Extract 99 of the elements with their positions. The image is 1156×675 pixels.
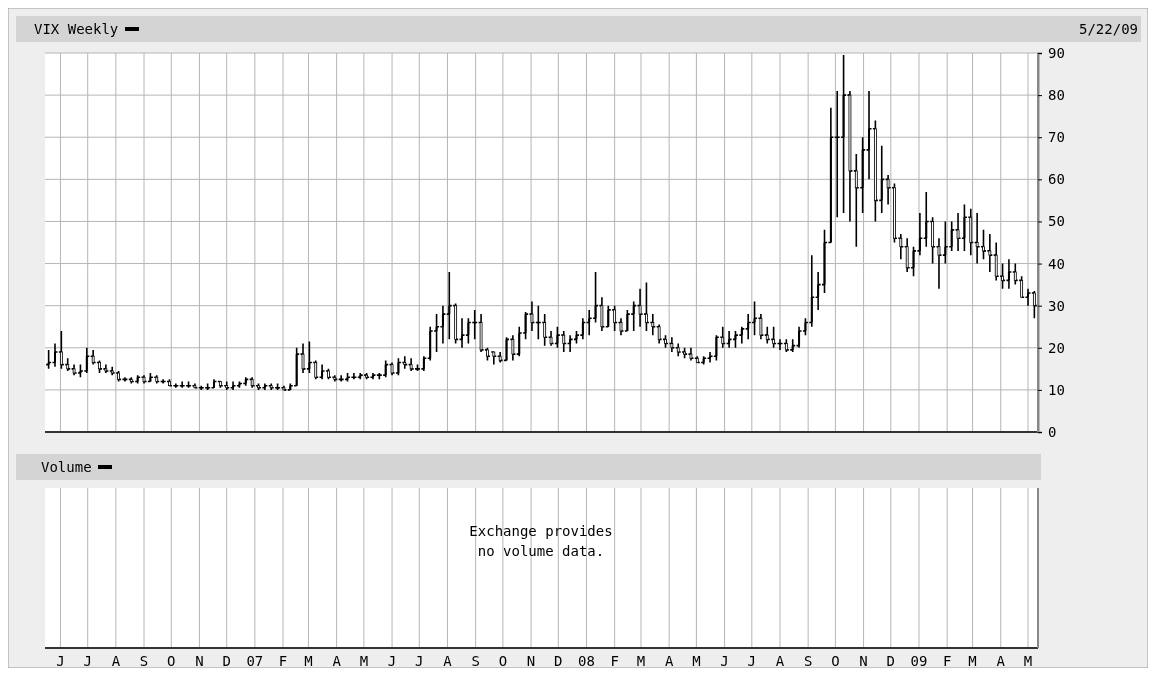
x-tick-label: O — [498, 653, 508, 669]
x-tick-label: F — [610, 653, 619, 669]
x-tick-label: F — [942, 653, 952, 669]
candlestick — [110, 365, 114, 376]
candlestick — [721, 325, 725, 349]
candlestick — [1020, 275, 1024, 299]
x-tick-label: A — [664, 653, 674, 669]
x-tick-label: A — [775, 653, 785, 669]
candlestick — [492, 351, 496, 366]
candlestick — [155, 374, 159, 385]
x-tick-label: 09 — [910, 653, 928, 669]
candlestick — [994, 241, 998, 282]
y2-tick-label: 70 — [1048, 129, 1065, 146]
candlestick — [651, 313, 655, 336]
candlestick — [670, 336, 674, 353]
candlestick — [899, 233, 903, 261]
y2-tick-label: 30 — [1048, 297, 1065, 314]
x-tick-label: J — [415, 653, 424, 669]
candlestick — [91, 349, 95, 366]
x-tick-label: N — [195, 653, 204, 669]
x-tick-label: S — [139, 653, 149, 669]
x-tick-label: M — [1023, 653, 1033, 669]
x-tick-label: J — [56, 653, 65, 669]
x-tick-label: A — [443, 653, 453, 669]
candlestick — [498, 351, 502, 364]
candlestick — [403, 355, 407, 370]
candlestick — [619, 317, 623, 336]
candlestick — [905, 237, 909, 273]
candlestick — [886, 174, 890, 206]
x-tick-label: D — [222, 653, 231, 669]
x-tick-label: F — [278, 653, 288, 669]
candlestick — [562, 330, 566, 353]
x-tick-label: J — [83, 653, 92, 669]
x-tick-label: N — [859, 653, 868, 669]
x-tick-label: D — [886, 653, 896, 669]
candlestick — [600, 296, 604, 332]
candlestick — [390, 361, 394, 376]
candlestick — [676, 342, 680, 357]
x-tick-label: A — [111, 653, 121, 669]
candlestick — [549, 330, 553, 347]
x-tick-label: S — [803, 653, 813, 669]
candlestick — [409, 357, 413, 372]
y2-tick-label: 50 — [1048, 213, 1065, 230]
candlestick — [250, 376, 254, 389]
candlestick — [511, 334, 515, 362]
candlestick — [784, 338, 788, 353]
candlestick — [975, 212, 979, 265]
y2-tick-label: 80 — [1048, 87, 1065, 104]
candlestick — [66, 357, 70, 372]
candlestick — [969, 208, 973, 256]
chart-title: VIX Weekly — [34, 21, 119, 37]
candlestick — [543, 313, 547, 347]
x-tick-label: D — [554, 653, 563, 669]
candlestick — [657, 323, 661, 345]
candlestick — [530, 300, 534, 332]
x-tick-label: A — [996, 653, 1006, 669]
candlestick — [301, 342, 305, 374]
candlestick — [638, 288, 642, 328]
x-tick-label: S — [471, 653, 480, 669]
text: Exchange provides no volume data. — [469, 523, 613, 559]
x-tick-label: O — [831, 653, 840, 669]
x-tick-label: J — [720, 653, 729, 669]
x-tick-label: M — [968, 653, 977, 669]
candlestick — [854, 153, 858, 248]
candlestick — [1013, 262, 1017, 286]
candlestick — [142, 374, 146, 385]
x-tick-label: M — [359, 653, 369, 669]
x-tick-label: J — [747, 653, 757, 669]
y2-tick-label: 40 — [1048, 255, 1065, 272]
x-tick-label: M — [636, 653, 646, 669]
candlestick — [759, 313, 763, 341]
text: Volume — [41, 459, 92, 475]
y2-tick-label: 10 — [1048, 381, 1065, 398]
candlestick — [937, 237, 941, 290]
candlestick — [956, 212, 960, 252]
candlestick — [225, 380, 229, 391]
candlestick — [988, 233, 992, 273]
candlestick — [59, 330, 63, 370]
y2-tick-label: 0 — [1048, 423, 1057, 440]
y2-tick-label: 60 — [1048, 171, 1065, 188]
x-tick-label: M — [692, 653, 701, 669]
candlestick — [689, 346, 693, 362]
candlestick — [765, 325, 769, 345]
candlestick — [72, 363, 76, 376]
candlestick — [314, 359, 318, 381]
x-tick-label: A — [332, 653, 342, 669]
y2-tick-label: 90 — [1048, 44, 1065, 61]
x-tick-label: M — [304, 653, 313, 669]
text: 5/22/09 — [1078, 21, 1138, 37]
x-tick-label: 08 — [578, 653, 595, 669]
candlestick — [104, 363, 108, 374]
candlestick — [454, 302, 458, 345]
x-tick-label: 07 — [246, 653, 264, 669]
x-tick-label: O — [167, 653, 176, 669]
x-tick-label: N — [526, 653, 536, 669]
candlestick — [479, 313, 483, 353]
candlestick — [848, 90, 852, 223]
x-tick-label: J — [387, 653, 397, 669]
y2-tick-label: 20 — [1048, 339, 1065, 356]
